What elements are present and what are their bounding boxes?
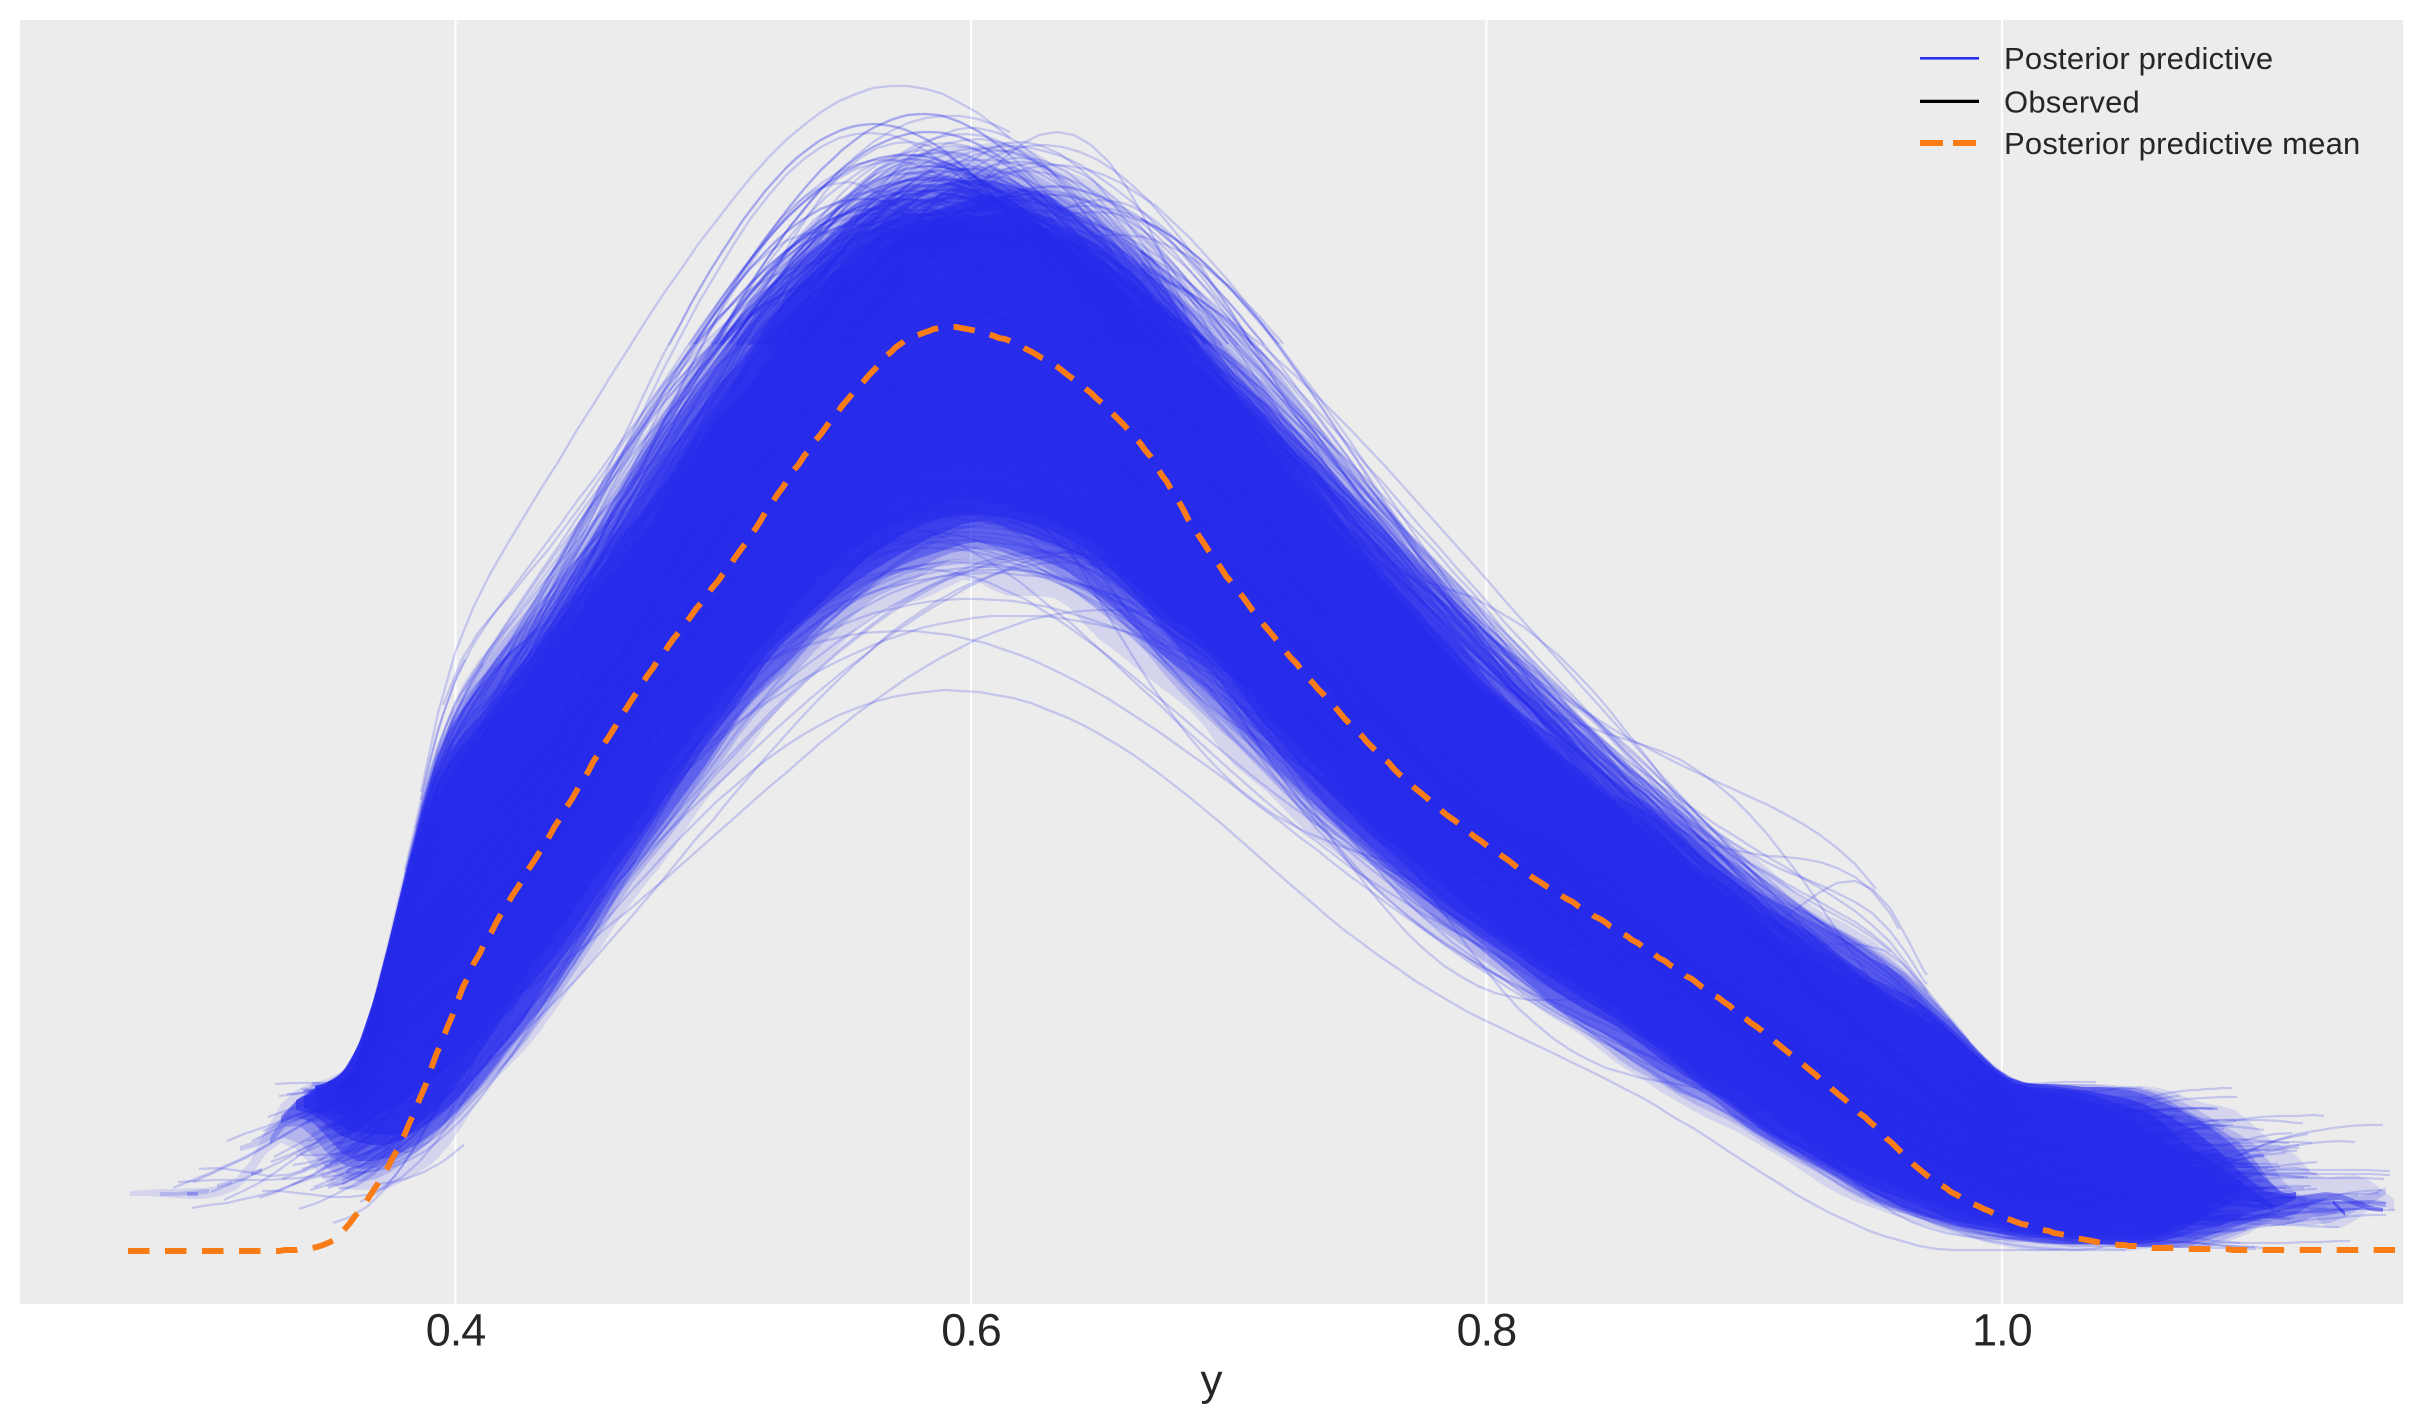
svg-text:0.8: 0.8 <box>1457 1305 1517 1356</box>
svg-text:1.0: 1.0 <box>1972 1305 2032 1356</box>
svg-text:Posterior predictive: Posterior predictive <box>2004 41 2273 76</box>
svg-text:Posterior predictive mean: Posterior predictive mean <box>2004 126 2361 161</box>
svg-text:0.4: 0.4 <box>426 1305 486 1356</box>
svg-text:Observed: Observed <box>2004 84 2140 119</box>
svg-text:y: y <box>1201 1356 1223 1405</box>
svg-text:0.6: 0.6 <box>941 1305 1001 1356</box>
